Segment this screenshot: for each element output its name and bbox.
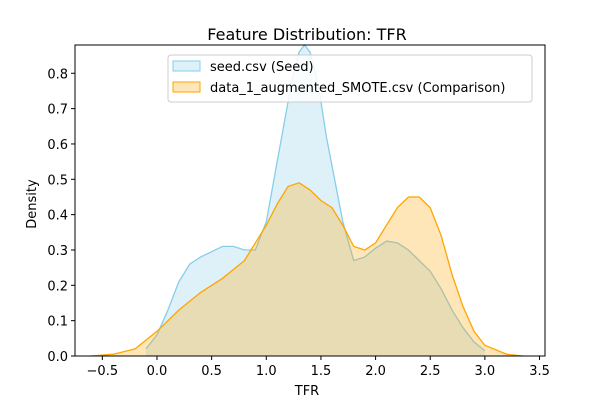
x-tick-label: 3.0 xyxy=(475,364,496,379)
y-tick-label: 0.3 xyxy=(47,244,68,259)
chart-title: Feature Distribution: TFR xyxy=(207,25,406,44)
plot-area xyxy=(91,43,524,357)
legend-swatch-1 xyxy=(172,60,201,72)
x-tick-label: 1.5 xyxy=(311,364,332,379)
y-tick-label: 0.6 xyxy=(47,138,68,153)
y-tick-label: 0.4 xyxy=(47,209,68,224)
y-axis-label: Density xyxy=(25,179,40,229)
axes: −0.5 0.0 0.5 1.0 1.5 2.0 2.5 3.0 3.5 0.0 0.1 0.2 0.3… xyxy=(47,44,550,379)
y-tick-label: 0.0 xyxy=(47,350,68,365)
y-tick-label: 0.2 xyxy=(47,279,68,294)
x-tick-label: 2.0 xyxy=(365,364,386,379)
axes-frame xyxy=(74,44,546,357)
y-tick-label: 0.1 xyxy=(47,315,68,330)
series-2-area xyxy=(91,182,524,356)
y-tick-label: 0.5 xyxy=(47,173,68,188)
legend-label-1: seed.csv (Seed) xyxy=(210,60,314,75)
legend-box xyxy=(167,54,533,103)
legend-swatch-2 xyxy=(172,81,201,93)
x-tick-label: 2.5 xyxy=(420,364,441,379)
x-tick-label: 1.0 xyxy=(256,364,277,379)
legend-label-2: data_1_augmented_SMOTE.csv (Comparison) xyxy=(210,81,505,96)
series-2-line xyxy=(91,182,524,357)
series-1-area xyxy=(146,45,485,356)
x-tick-label: 0.0 xyxy=(147,364,168,379)
legend: seed.csv (Seed) data_1_augmented_SMOTE.cs… xyxy=(167,54,533,103)
x-axis-label: TFR xyxy=(294,384,319,399)
y-tick-label: 0.7 xyxy=(47,103,68,118)
x-tick-label: 0.5 xyxy=(201,364,222,379)
x-tick-label: 3.5 xyxy=(529,364,550,379)
y-tick-label: 0.8 xyxy=(47,67,68,82)
x-tick-label: −0.5 xyxy=(87,364,119,379)
